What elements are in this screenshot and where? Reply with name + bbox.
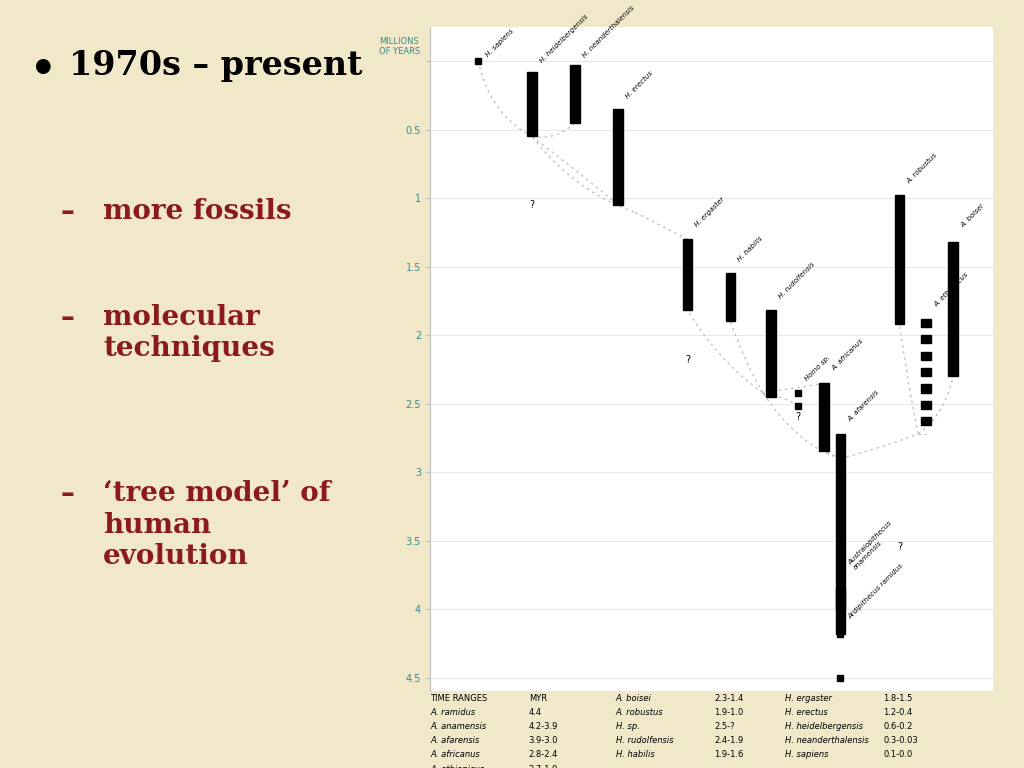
Text: H. heidelbergensis: H. heidelbergensis: [784, 722, 863, 731]
Text: 0.1-0.0: 0.1-0.0: [884, 750, 912, 760]
Text: H. heidelbergensis: H. heidelbergensis: [539, 13, 589, 64]
Text: A. afarensis: A. afarensis: [847, 389, 881, 422]
Text: molecular
techniques: molecular techniques: [103, 304, 275, 362]
Text: –: –: [60, 304, 74, 332]
Text: more fossils: more fossils: [103, 198, 292, 225]
Text: A. anamensis: A. anamensis: [430, 722, 486, 731]
Text: 3.9-3.0: 3.9-3.0: [528, 736, 558, 745]
Text: 2.4-1.9: 2.4-1.9: [715, 736, 743, 745]
Text: A. robustus: A. robustus: [906, 152, 938, 184]
Bar: [948, 242, 957, 376]
Bar: [922, 417, 931, 425]
Bar: [726, 273, 735, 321]
Text: H. rudolfensis: H. rudolfensis: [616, 736, 674, 745]
Text: A. ethiopicus: A. ethiopicus: [430, 765, 484, 768]
Bar: [922, 335, 931, 343]
Text: 4.4: 4.4: [528, 708, 542, 717]
Text: 1.9-1.6: 1.9-1.6: [715, 750, 743, 760]
Text: ?: ?: [685, 355, 690, 365]
Text: A. boisei: A. boisei: [959, 203, 985, 228]
Text: A. boisei: A. boisei: [616, 694, 652, 703]
Text: A. africanus: A. africanus: [430, 750, 480, 760]
Text: H. erectus: H. erectus: [784, 708, 827, 717]
Text: A. ramidus: A. ramidus: [430, 708, 475, 717]
Text: H. habilis: H. habilis: [737, 235, 764, 263]
Bar: [922, 352, 931, 359]
Text: H. ergaster: H. ergaster: [694, 197, 726, 228]
Text: ?: ?: [795, 412, 800, 422]
Text: A. afarensis: A. afarensis: [430, 736, 479, 745]
Text: 0.6-0.2: 0.6-0.2: [884, 722, 912, 731]
Text: 2.8-2.4: 2.8-2.4: [528, 750, 558, 760]
Text: H. rudolfensis: H. rudolfensis: [777, 261, 815, 300]
Bar: [683, 239, 692, 310]
Text: H. habilis: H. habilis: [616, 750, 654, 760]
Bar: [570, 65, 580, 123]
Bar: [922, 319, 931, 327]
Bar: [613, 109, 623, 205]
Bar: [922, 401, 931, 409]
Text: 0.3-0.03: 0.3-0.03: [884, 736, 919, 745]
Text: 2.3-1.4: 2.3-1.4: [715, 694, 743, 703]
Text: H. erectus: H. erectus: [625, 70, 654, 100]
Text: ?: ?: [529, 200, 535, 210]
Text: Ardipithecus ramidus: Ardipithecus ramidus: [847, 563, 904, 620]
Text: MILLIONS
OF YEARS: MILLIONS OF YEARS: [379, 37, 421, 56]
Text: 1970s – present: 1970s – present: [69, 49, 362, 82]
Text: A. africanus: A. africanus: [830, 338, 864, 372]
Text: 4.2-3.9: 4.2-3.9: [528, 722, 558, 731]
Text: •: •: [30, 49, 56, 91]
Text: A. ethiopicus: A. ethiopicus: [933, 271, 970, 308]
Text: 2.5-?: 2.5-?: [715, 722, 735, 731]
Text: MYR: MYR: [528, 694, 547, 703]
Text: TIME RANGES: TIME RANGES: [430, 694, 487, 703]
Bar: [836, 588, 845, 634]
Text: ?: ?: [950, 262, 955, 272]
Text: 1.8-1.5: 1.8-1.5: [884, 694, 912, 703]
Text: 2.7-1.9: 2.7-1.9: [528, 765, 558, 768]
Bar: [766, 310, 775, 397]
Text: H. sp.: H. sp.: [616, 722, 640, 731]
Text: H. neanderthalensis: H. neanderthalensis: [582, 5, 635, 58]
Bar: [819, 383, 829, 452]
Text: Australopithecus
anamensis: Australopithecus anamensis: [847, 520, 898, 571]
Bar: [895, 195, 904, 324]
Text: 1.2-0.4: 1.2-0.4: [884, 708, 912, 717]
Text: 1.9-1.0: 1.9-1.0: [715, 708, 743, 717]
Text: ‘tree model’ of
human
evolution: ‘tree model’ of human evolution: [103, 481, 331, 570]
Text: H. sapiens: H. sapiens: [784, 750, 828, 760]
Text: –: –: [60, 481, 74, 508]
Text: ?: ?: [897, 542, 902, 552]
Text: H. sapiens: H. sapiens: [484, 28, 515, 58]
Text: Homo sp.: Homo sp.: [804, 354, 831, 382]
Text: H. ergaster: H. ergaster: [784, 694, 831, 703]
Bar: [836, 434, 845, 609]
Bar: [922, 368, 931, 376]
Bar: [527, 72, 537, 137]
Text: –: –: [60, 198, 74, 226]
Text: A. robustus: A. robustus: [616, 708, 664, 717]
Text: ?: ?: [821, 412, 827, 422]
Bar: [922, 384, 931, 392]
Text: H. neanderthalensis: H. neanderthalensis: [784, 736, 868, 745]
